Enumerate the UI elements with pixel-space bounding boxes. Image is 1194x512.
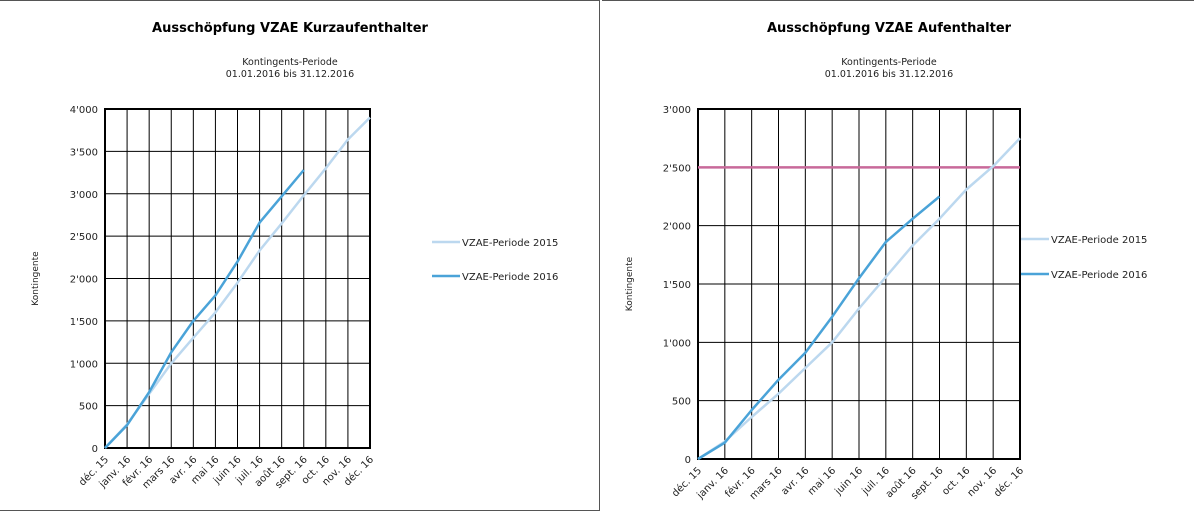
x-tick-label: mai 16 (806, 465, 838, 497)
x-tick-label: déc. 16 (991, 465, 1026, 500)
chart-aufenthalter: Ausschöpfung VZAE Aufenthalter Kontingent… (625, 21, 1147, 502)
y-tick-label: 500 (672, 397, 691, 408)
y-tick-label: 0 (92, 444, 98, 455)
chart-subtitle: 01.01.2016 bis 31.12.2016 (226, 69, 354, 80)
y-tick-label: 2'000 (70, 275, 98, 286)
y-tick-label: 3'000 (663, 105, 691, 116)
chart-title: Ausschöpfung VZAE Kurzaufenthalter (152, 21, 429, 36)
x-tick-label: juin 16 (832, 465, 865, 498)
x-tick-label: avr. 16 (779, 465, 811, 497)
chart-panel-kurzaufenthalter: Ausschöpfung VZAE Kurzaufenthalter Kontin… (0, 0, 600, 511)
series-line-2015 (697, 137, 1021, 461)
series-line-2016 (697, 195, 941, 461)
chart-subtitle: Kontingents-Periode (841, 57, 937, 68)
legend-label: VZAE-Periode 2016 (462, 272, 558, 283)
y-tick-label: 3'500 (70, 147, 98, 158)
y-tick-label: 1'500 (70, 317, 98, 328)
chart-panel-aufenthalter: Ausschöpfung VZAE Aufenthalter Kontingent… (602, 0, 1194, 511)
chart-kurzaufenthalter: Ausschöpfung VZAE Kurzaufenthalter Kontin… (31, 21, 558, 491)
y-tick-label: 1'000 (70, 359, 98, 370)
y-tick-label: 500 (79, 402, 98, 413)
plot-area-frame (104, 108, 371, 449)
y-axis-label: Kontingente (31, 251, 41, 306)
y-tick-label: 2'500 (70, 232, 98, 243)
chart-subtitle: Kontingents-Periode (242, 57, 338, 68)
y-tick-label: 2'000 (663, 222, 691, 233)
y-tick-label: 2'500 (663, 163, 691, 174)
y-tick-label: 1'000 (663, 338, 691, 349)
legend-label: VZAE-Periode 2016 (1051, 270, 1147, 281)
y-tick-label: 3'000 (70, 190, 98, 201)
legend-label: VZAE-Periode 2015 (462, 238, 558, 249)
y-tick-label: 4'000 (70, 105, 98, 116)
chart-subtitle: 01.01.2016 bis 31.12.2016 (825, 69, 953, 80)
plot-area-frame (697, 108, 1021, 460)
y-tick-label: 0 (685, 455, 691, 466)
y-tick-label: 1'500 (663, 280, 691, 291)
series-line-2016 (104, 169, 305, 449)
y-axis-label: Kontingente (625, 256, 635, 311)
legend-label: VZAE-Periode 2015 (1051, 235, 1147, 246)
chart-title: Ausschöpfung VZAE Aufenthalter (767, 21, 1012, 36)
